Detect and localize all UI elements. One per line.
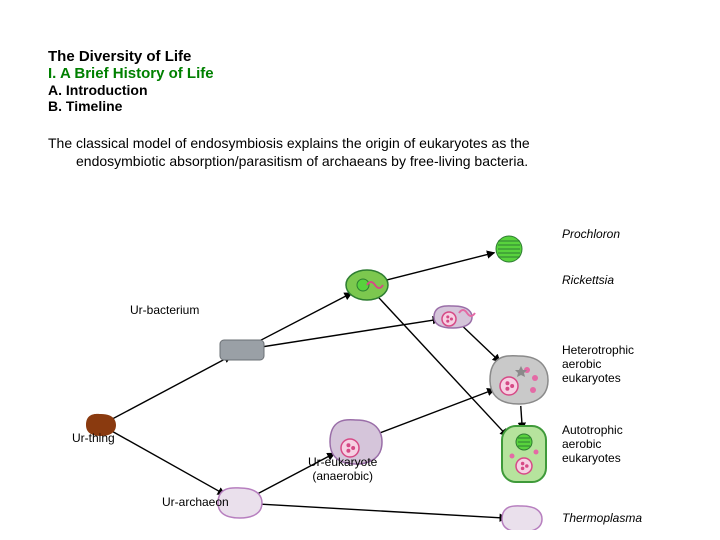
label-ur-eukaryote: Ur-eukaryote (anaerobic)	[308, 456, 377, 484]
outline-b: B. Timeline	[48, 98, 720, 114]
label-ur-bacterium: Ur-bacterium	[130, 304, 199, 318]
body-paragraph: The classical model of endosymbiosis exp…	[0, 114, 720, 170]
label-ur-archaeon: Ur-archaeon	[162, 496, 229, 510]
label-prochloron: Prochloron	[562, 228, 620, 242]
label-heterotrophic: Heterotrophic aerobic eukaryotes	[562, 344, 634, 385]
label-rickettsia: Rickettsia	[562, 274, 614, 288]
para-line1: The classical model of endosymbiosis exp…	[48, 135, 530, 151]
label-autotrophic: Autotrophic aerobic eukaryotes	[562, 424, 623, 465]
outline-a: A. Introduction	[48, 82, 720, 98]
endosymbiosis-diagram: Prochloron Rickettsia Ur-bacterium Heter…	[0, 210, 720, 530]
page-title: The Diversity of Life	[48, 48, 720, 65]
para-line2: endosymbiotic absorption/parasitism of a…	[48, 152, 680, 170]
section-heading: I. A Brief History of Life	[48, 65, 720, 82]
label-ur-thing: Ur-thing	[72, 432, 115, 446]
label-thermoplasma: Thermoplasma	[562, 512, 642, 526]
